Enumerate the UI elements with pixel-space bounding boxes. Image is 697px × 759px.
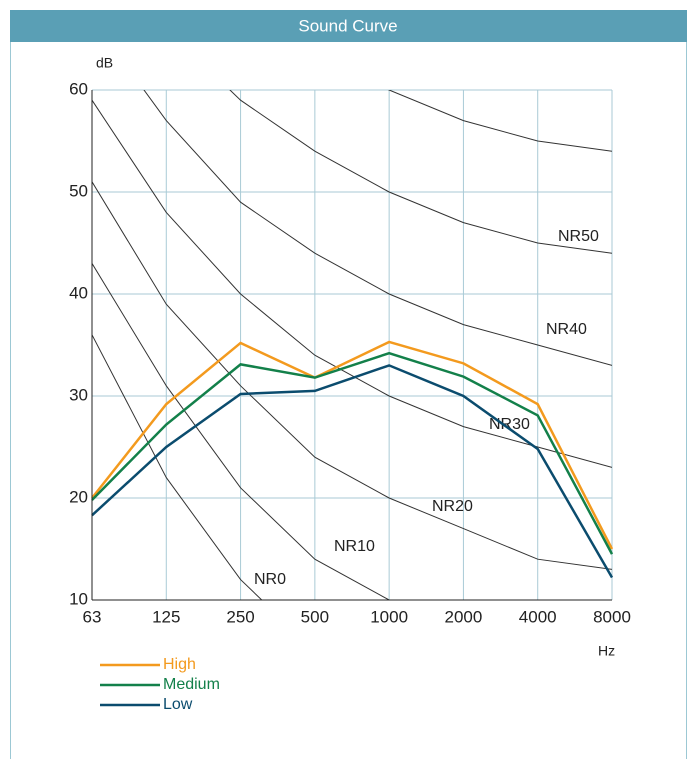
- y-tick-label: 60: [69, 79, 88, 98]
- y-tick-label: 50: [69, 181, 88, 200]
- nr-curve: [229, 90, 612, 254]
- chart-title: Sound Curve: [298, 16, 397, 35]
- y-tick-label: 20: [69, 487, 88, 506]
- nr-curve-label: NR0: [254, 571, 286, 588]
- x-tick-label: 4000: [519, 607, 557, 626]
- x-tick-label: 125: [152, 607, 180, 626]
- y-tick-label: 30: [69, 385, 88, 404]
- y-tick-label: 10: [69, 589, 88, 608]
- series-line: [91, 351, 614, 555]
- nr-curve-label: NR40: [546, 321, 587, 338]
- legend-label: Low: [163, 696, 193, 713]
- nr-curve: [92, 334, 263, 600]
- panel-border: [10, 10, 687, 759]
- nr-curves: [92, 90, 612, 600]
- y-tick-label: 40: [69, 283, 88, 302]
- nr-curve: [92, 181, 612, 570]
- nr-curve: [92, 99, 612, 468]
- nr-curve-label: NR10: [334, 538, 375, 555]
- nr-curve: [387, 90, 612, 152]
- nr-curve: [92, 263, 391, 600]
- series-line: [91, 364, 614, 579]
- x-tick-label: 63: [83, 607, 102, 626]
- x-tick-label: 1000: [370, 607, 408, 626]
- legend-label: High: [163, 656, 196, 673]
- nr-curve: [143, 90, 612, 366]
- x-tick-label: 8000: [593, 607, 631, 626]
- y-axis-label: dB: [96, 55, 113, 71]
- nr-curve-label: NR20: [432, 498, 473, 515]
- nr-curve-label: NR50: [558, 228, 599, 245]
- legend-label: Medium: [163, 676, 220, 693]
- x-tick-label: 500: [301, 607, 329, 626]
- header-bar: [10, 10, 687, 42]
- x-axis-label: Hz: [598, 643, 615, 659]
- series-line: [91, 340, 614, 550]
- x-tick-label: 250: [226, 607, 254, 626]
- x-tick-label: 2000: [445, 607, 483, 626]
